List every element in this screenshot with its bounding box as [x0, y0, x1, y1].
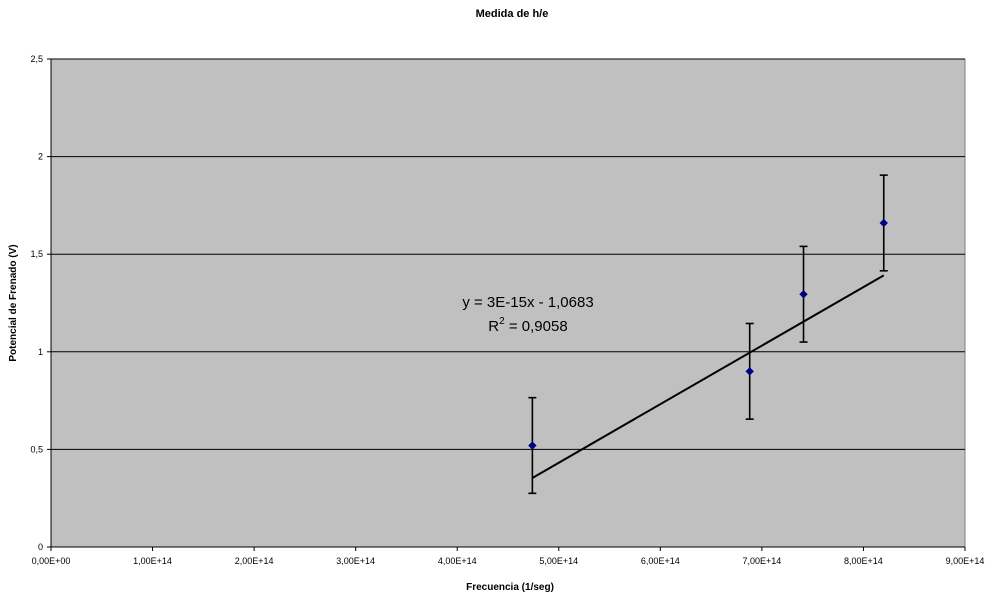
- r2-prefix: R: [488, 318, 499, 335]
- r2-superscript: 2: [499, 316, 505, 327]
- data-point: [879, 218, 888, 228]
- y-tick-label: 2: [38, 152, 43, 162]
- r2-value: = 0,9058: [505, 318, 568, 335]
- x-tick-label: 3,00E+14: [336, 556, 375, 566]
- x-tick-label: 1,00E+14: [133, 556, 172, 566]
- x-tick-label: 2,00E+14: [235, 556, 274, 566]
- y-tick-label: 0,5: [30, 444, 43, 454]
- y-tick-label: 0: [38, 542, 43, 552]
- data-point: [745, 367, 754, 376]
- x-tick-label: 6,00E+14: [641, 556, 680, 566]
- x-tick-label: 8,00E+14: [844, 556, 883, 566]
- chart-title: Medida de h/e: [476, 8, 549, 20]
- x-tick-label: 5,00E+14: [539, 556, 578, 566]
- x-tick-label: 0,00E+00: [32, 556, 71, 566]
- trendline-label: y = 3E-15x - 1,0683 R2 = 0,9058: [462, 294, 593, 335]
- y-axis-label: Potencial de Frenado (V): [8, 244, 19, 361]
- x-tick-label: 4,00E+14: [438, 556, 477, 566]
- y-tick-label: 1: [38, 347, 43, 357]
- trendline-r-squared: R2 = 0,9058: [488, 316, 567, 335]
- data-point: [528, 441, 537, 450]
- trendline: [531, 274, 885, 479]
- trendline-equation: y = 3E-15x - 1,0683: [462, 294, 593, 311]
- y-tick-label: 2,5: [30, 54, 43, 64]
- x-tick-label: 9,00E+14: [946, 556, 985, 566]
- y-tick-label: 1,5: [30, 249, 43, 259]
- x-tick-label: 7,00E+14: [742, 556, 781, 566]
- x-axis-label: Frecuencia (1/seg): [466, 582, 554, 593]
- plot-area: [50, 58, 966, 548]
- plot-layer: 0 0,5 1 1,5 2 2,5 0,00E+00 1,00E+14 2,00E+14 3,00…: [30, 54, 984, 566]
- data-point: [799, 290, 808, 299]
